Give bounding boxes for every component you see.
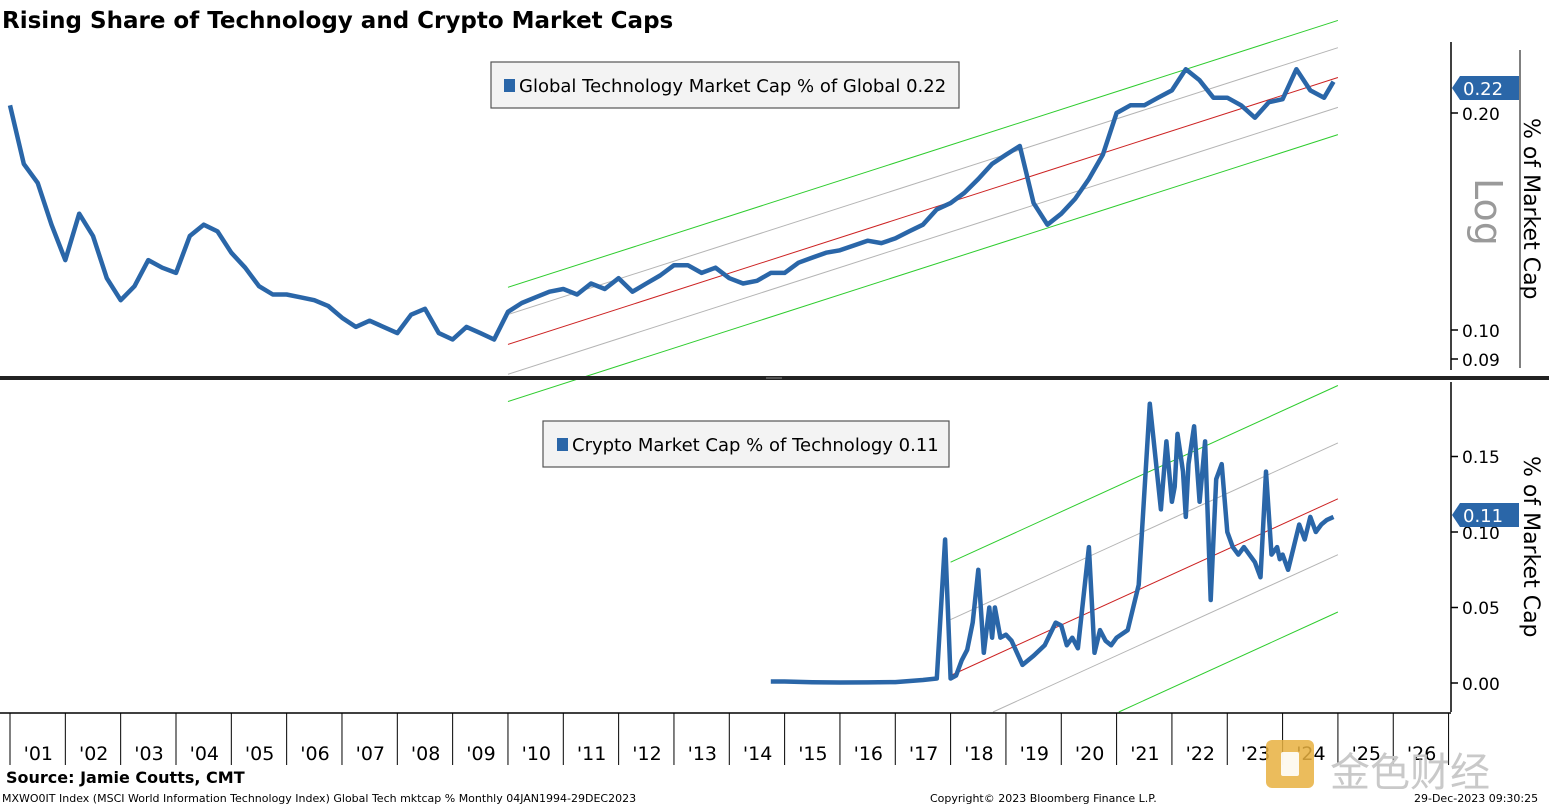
top-trend-inner-lower bbox=[507, 106, 1339, 375]
x-tick-label: '08 bbox=[411, 743, 440, 765]
bottom-legend-series-name: Crypto Market Cap % of Technology 0.11 bbox=[572, 435, 939, 456]
x-tick-label: '07 bbox=[356, 743, 385, 765]
top-trend-mid bbox=[507, 77, 1339, 345]
footer-index-info: MXWO0IT Index (MSCI World Information Te… bbox=[2, 792, 636, 805]
bottom-y-tick-label: 0.10 bbox=[1462, 524, 1500, 544]
bottom-legend-box bbox=[542, 420, 950, 468]
tech-share-line bbox=[7, 66, 1336, 342]
x-tick-label: '17 bbox=[909, 743, 938, 765]
watermark-logo-mark bbox=[1281, 752, 1299, 776]
x-tick-label: '05 bbox=[245, 743, 274, 765]
x-tick-label: '23 bbox=[1241, 743, 1270, 765]
x-tick-label: '09 bbox=[466, 743, 495, 765]
bottom-last-value-tag-shape bbox=[1452, 503, 1519, 527]
top-legend-box bbox=[490, 61, 960, 109]
x-tick-label: '01 bbox=[24, 743, 53, 765]
x-tick-label: '11 bbox=[577, 743, 606, 765]
x-tick-label: '22 bbox=[1186, 743, 1215, 765]
bottom-y-ticks bbox=[1451, 455, 1458, 684]
x-axis: '01 '02 '03 '04 '05 '06 '07 '08 '09 '10 '11 '12 '13 '… bbox=[0, 712, 1451, 765]
bottom-y-tick-label: 0.15 bbox=[1462, 448, 1500, 468]
footer-timestamp: 29-Dec-2023 09:30:25 bbox=[1414, 792, 1538, 805]
bottom-y-axis-label: % of Market Cap bbox=[1518, 456, 1543, 638]
x-tick-label: '19 bbox=[1020, 743, 1049, 765]
x-tick-label: '12 bbox=[632, 743, 661, 765]
x-tick-label: '20 bbox=[1075, 743, 1104, 765]
x-tick-label: '15 bbox=[798, 743, 827, 765]
bottom-trend-lower bbox=[1118, 611, 1339, 713]
top-legend-swatch bbox=[504, 79, 515, 92]
top-panel: 0.20 0.10 0.09 0.22 Log % of Market Cap … bbox=[7, 19, 1543, 402]
bottom-y-tick-label: 0.00 bbox=[1462, 675, 1500, 695]
log-scale-label: Log bbox=[1466, 178, 1510, 246]
top-trend-inner-upper bbox=[507, 47, 1339, 316]
footer-copyright: Copyright© 2023 Bloomberg Finance L.P. bbox=[930, 792, 1157, 805]
bottom-panel: 0.15 0.10 0.05 0.00 0.11 % of Market Cap… bbox=[542, 382, 1543, 713]
top-y-tick-label: 0.20 bbox=[1462, 105, 1500, 125]
x-tick-label: '14 bbox=[743, 743, 772, 765]
x-tick-label: '06 bbox=[300, 743, 329, 765]
source-credit: Source: Jamie Coutts, CMT bbox=[6, 768, 245, 787]
top-trend-upper bbox=[507, 19, 1339, 288]
bottom-legend-swatch bbox=[557, 438, 568, 451]
top-legend: Global Technology Market Cap % of Global… bbox=[490, 61, 960, 109]
top-last-value-text: 0.22 bbox=[1463, 79, 1503, 100]
watermark: 金色财经 bbox=[1266, 740, 1490, 796]
x-tick-label: '02 bbox=[79, 743, 108, 765]
crypto-share-line bbox=[770, 401, 1335, 685]
x-tick-label: '13 bbox=[688, 743, 717, 765]
bottom-trend-inner-upper bbox=[950, 442, 1339, 621]
top-legend-series-name: Global Technology Market Cap % of Global… bbox=[519, 76, 946, 97]
top-last-value-tag: 0.22 bbox=[1452, 76, 1519, 100]
bottom-last-value-text: 0.11 bbox=[1463, 506, 1503, 527]
top-y-tick-label: 0.10 bbox=[1462, 322, 1500, 342]
x-tick-label: '10 bbox=[522, 743, 551, 765]
top-trend-lower bbox=[507, 134, 1339, 402]
bottom-last-value-tag: 0.11 bbox=[1452, 503, 1519, 527]
top-y-tick-label: 0.09 bbox=[1462, 351, 1500, 371]
x-tick-label: '16 bbox=[854, 743, 883, 765]
x-tick-label: '03 bbox=[134, 743, 163, 765]
chart-title: Rising Share of Technology and Crypto Ma… bbox=[2, 8, 673, 34]
bottom-trend-channel bbox=[950, 385, 1339, 713]
top-trend-channel bbox=[507, 19, 1339, 402]
x-tick-label: '25 bbox=[1352, 743, 1381, 765]
x-tick-label: '21 bbox=[1130, 743, 1159, 765]
top-y-axis-label: % of Market Cap bbox=[1518, 118, 1543, 300]
top-last-value-tag-shape bbox=[1452, 76, 1519, 100]
x-axis-ticks: '01 '02 '03 '04 '05 '06 '07 '08 '09 '10 '11 '12 '13 '… bbox=[9, 713, 1450, 765]
x-tick-label: '18 bbox=[964, 743, 993, 765]
x-tick-label: '04 bbox=[190, 743, 219, 765]
bottom-legend: Crypto Market Cap % of Technology 0.11 bbox=[542, 420, 950, 468]
x-tick-label: '26 bbox=[1407, 743, 1436, 765]
watermark-text: 金色财经 bbox=[1330, 750, 1490, 796]
bottom-trend-inner-lower bbox=[992, 554, 1339, 713]
bottom-y-tick-label: 0.05 bbox=[1462, 599, 1500, 619]
